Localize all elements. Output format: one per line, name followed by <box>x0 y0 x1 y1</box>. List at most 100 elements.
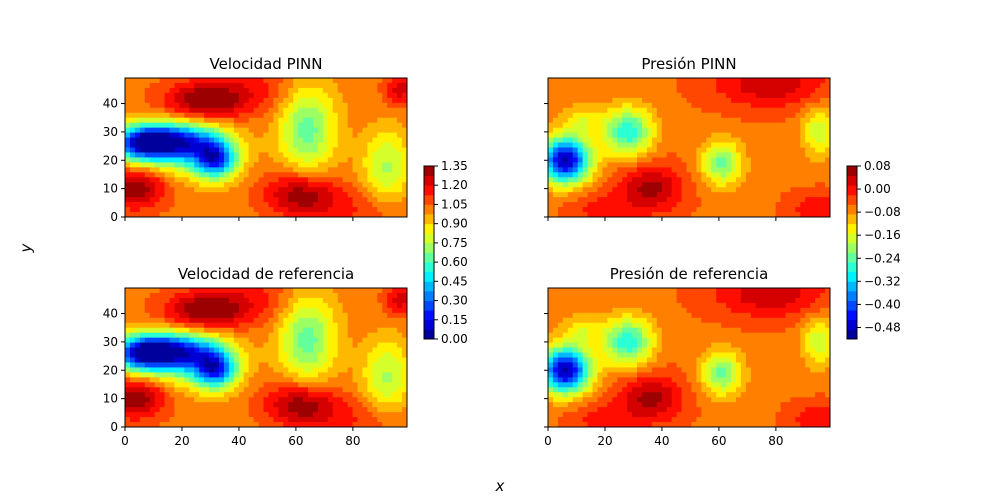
heatmap-cell <box>140 83 146 89</box>
heatmap-cell <box>558 392 564 398</box>
heatmap-cell <box>333 152 339 158</box>
heatmap-cell <box>553 313 559 319</box>
heatmap-cell <box>313 333 319 339</box>
heatmap-cell <box>160 118 166 124</box>
heatmap-cell <box>741 187 747 193</box>
heatmap-cell <box>328 108 334 114</box>
heatmap-cell <box>140 293 146 299</box>
heatmap-cell <box>278 197 284 203</box>
heatmap-cell <box>815 83 821 89</box>
heatmap-cell <box>135 367 141 373</box>
heatmap-cell <box>313 157 319 163</box>
heatmap-cell <box>204 353 210 359</box>
heatmap-cell <box>563 362 569 368</box>
heatmap-cell <box>268 358 274 364</box>
heatmap-cell <box>362 108 368 114</box>
heatmap-cell <box>313 387 319 393</box>
heatmap-cell <box>293 303 299 309</box>
heatmap-cell <box>593 187 599 193</box>
heatmap-cell <box>135 313 141 319</box>
heatmap-cell <box>140 333 146 339</box>
heatmap-cell <box>130 177 136 183</box>
heatmap-cell <box>721 167 727 173</box>
heatmap-cell <box>815 148 821 154</box>
heatmap-cell <box>264 318 270 324</box>
heatmap-cell <box>219 88 225 94</box>
heatmap-cell <box>766 133 772 139</box>
heatmap-cell <box>348 93 354 99</box>
heatmap-cell <box>776 88 782 94</box>
heatmap-cell <box>293 162 299 168</box>
heatmap-cell <box>553 417 559 423</box>
heatmap-cell <box>343 143 349 149</box>
heatmap-cell <box>140 157 146 163</box>
heatmap-cell <box>677 162 683 168</box>
heatmap-cell <box>338 397 344 403</box>
heatmap-cell <box>810 197 816 203</box>
heatmap-cell <box>362 417 368 423</box>
heatmap-cell <box>548 118 554 124</box>
heatmap-cell <box>691 113 697 119</box>
heatmap-cell <box>259 172 265 178</box>
heatmap-cell <box>776 128 782 134</box>
heatmap-cell <box>268 362 274 368</box>
heatmap-cell <box>333 323 339 329</box>
heatmap-cell <box>229 172 235 178</box>
heatmap-cell <box>214 392 220 398</box>
heatmap-cell <box>254 348 260 354</box>
heatmap-cell <box>353 387 359 393</box>
heatmap-cell <box>553 412 559 418</box>
heatmap-cell <box>174 362 180 368</box>
heatmap-cell <box>209 157 215 163</box>
heatmap-cell <box>264 162 270 168</box>
heatmap-cell <box>308 88 314 94</box>
heatmap-cell <box>790 103 796 109</box>
heatmap-cell <box>358 113 364 119</box>
heatmap-cell <box>323 98 329 104</box>
heatmap-cell <box>642 88 648 94</box>
heatmap-cell <box>313 412 319 418</box>
heatmap-cell <box>358 303 364 309</box>
heatmap-cell <box>179 113 185 119</box>
heatmap-cell <box>751 138 757 144</box>
heatmap-cell <box>721 187 727 193</box>
heatmap-cell <box>313 328 319 334</box>
heatmap-cell <box>397 303 403 309</box>
heatmap-cell <box>662 167 668 173</box>
heatmap-cell <box>150 348 156 354</box>
heatmap-cell <box>815 182 821 188</box>
heatmap-cell <box>805 123 811 129</box>
heatmap-cell <box>194 402 200 408</box>
heatmap-cell <box>318 78 324 84</box>
heatmap-cell <box>372 402 378 408</box>
heatmap-cell <box>358 318 364 324</box>
heatmap-cell <box>382 182 388 188</box>
heatmap-cell <box>209 298 215 304</box>
heatmap-cell <box>160 207 166 213</box>
heatmap-cell <box>293 338 299 344</box>
heatmap-cell <box>573 303 579 309</box>
heatmap-cell <box>155 192 161 198</box>
heatmap-cell <box>170 323 176 329</box>
heatmap-cell <box>160 338 166 344</box>
heatmap-cell <box>155 83 161 89</box>
heatmap-cell <box>677 123 683 129</box>
heatmap-cell <box>204 152 210 158</box>
heatmap-cell <box>224 157 230 163</box>
heatmap-cell <box>372 78 378 84</box>
heatmap-cell <box>130 392 136 398</box>
heatmap-cell <box>298 288 304 294</box>
heatmap-cell <box>358 182 364 188</box>
heatmap-cell <box>170 197 176 203</box>
heatmap-cell <box>771 202 777 208</box>
heatmap-cell <box>125 333 131 339</box>
heatmap-cell <box>820 123 826 129</box>
heatmap-cell <box>602 202 608 208</box>
heatmap-cell <box>726 133 732 139</box>
heatmap-cell <box>820 128 826 134</box>
heatmap-cell <box>313 78 319 84</box>
heatmap-cell <box>377 113 383 119</box>
heatmap-cell <box>642 207 648 213</box>
heatmap-cell <box>701 172 707 178</box>
heatmap-cell <box>746 88 752 94</box>
